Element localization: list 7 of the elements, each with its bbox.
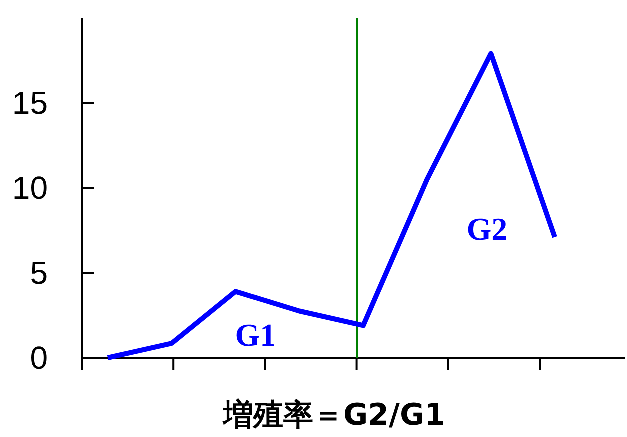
y-tick-label: 10 <box>12 170 48 206</box>
y-tick-label: 5 <box>30 255 48 292</box>
x-axis-title: 増殖率＝G2/G1 <box>222 398 446 433</box>
annotation: G1 <box>235 317 276 353</box>
y-tick-label: 15 <box>12 85 48 122</box>
annotation: G2 <box>466 211 508 247</box>
y-tick-label: 0 <box>30 340 48 376</box>
